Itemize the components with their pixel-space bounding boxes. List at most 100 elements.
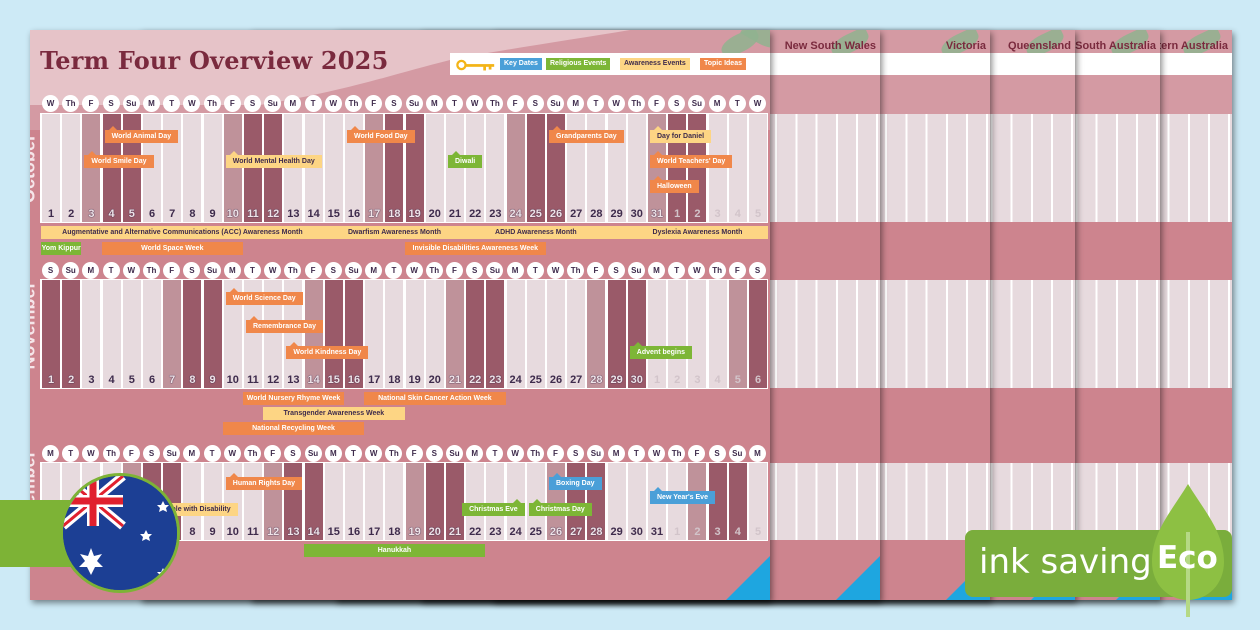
weekday-header: W: [405, 262, 423, 279]
day-cell[interactable]: 3: [708, 114, 727, 222]
day-cell[interactable]: 24: [506, 280, 525, 388]
day-cell[interactable]: 5: [728, 280, 747, 388]
day-cell[interactable]: 3: [82, 114, 101, 222]
day-cell[interactable]: 22: [466, 463, 485, 540]
day-number: 25: [529, 374, 542, 386]
day-cell[interactable]: 21: [446, 280, 464, 388]
day-cell[interactable]: 12: [264, 280, 283, 388]
day-number: 30: [630, 526, 643, 538]
day-cell[interactable]: 12: [264, 114, 283, 222]
day-cell[interactable]: 7: [163, 280, 182, 388]
day-cell[interactable]: 11: [244, 114, 262, 222]
day-cell[interactable]: 5: [122, 280, 141, 388]
day-cell[interactable]: 18: [385, 463, 404, 540]
day-cell[interactable]: 2: [668, 280, 687, 388]
day-cell[interactable]: 9: [203, 280, 222, 388]
day-cell[interactable]: 15: [324, 280, 343, 388]
day-cell[interactable]: 2: [62, 114, 81, 222]
day-cell[interactable]: 27: [567, 280, 586, 388]
day-cell[interactable]: 5: [749, 463, 767, 540]
day-cell[interactable]: 17: [365, 463, 384, 540]
day-cell[interactable]: 8: [183, 463, 202, 540]
day-cell[interactable]: 19: [405, 280, 424, 388]
day-cell[interactable]: 30: [627, 114, 646, 222]
day-cell[interactable]: 20: [425, 114, 444, 222]
weekday-header: S: [425, 445, 443, 462]
day-cell[interactable]: 15: [324, 463, 343, 540]
day-number: 28: [590, 374, 603, 386]
weekday-header: M: [284, 95, 302, 112]
day-cell[interactable]: 23: [486, 463, 505, 540]
day-cell[interactable]: 4: [102, 280, 121, 388]
event-label: Diwali: [448, 151, 483, 168]
day-cell[interactable]: 4: [728, 114, 747, 222]
day-cell[interactable]: 9: [203, 114, 222, 222]
day-cell[interactable]: 24: [506, 114, 525, 222]
day-cell[interactable]: 22: [466, 280, 485, 388]
day-cell[interactable]: 3: [688, 280, 707, 388]
day-cell[interactable]: 22: [466, 114, 485, 222]
day-cell[interactable]: 16: [345, 280, 363, 388]
day-cell[interactable]: 21: [446, 114, 464, 222]
day-cell[interactable]: 27: [567, 463, 586, 540]
day-cell[interactable]: 14: [304, 463, 323, 540]
day-cell[interactable]: 13: [284, 280, 303, 388]
day-cell[interactable]: 4: [708, 280, 727, 388]
day-cell[interactable]: 15: [324, 114, 343, 222]
day-cell[interactable]: 23: [486, 114, 505, 222]
day-cell[interactable]: 26: [547, 280, 565, 388]
day-number: 3: [714, 208, 721, 220]
day-cell[interactable]: 28: [587, 463, 606, 540]
day-cell[interactable]: 14: [304, 280, 323, 388]
day-cell[interactable]: 20: [425, 463, 444, 540]
weekday-header: W: [688, 262, 706, 279]
day-number: 14: [307, 374, 320, 386]
day-cell[interactable]: 9: [203, 463, 222, 540]
day-cell[interactable]: 13: [284, 463, 303, 540]
day-cell[interactable]: 1: [42, 280, 60, 388]
day-cell[interactable]: 6: [749, 280, 767, 388]
event-bar: World Nursery Rhyme Week: [243, 392, 344, 405]
day-cell[interactable]: 13: [284, 114, 303, 222]
day-number: 26: [549, 526, 563, 538]
weekday-header: W: [506, 445, 524, 462]
day-number: 11: [247, 526, 259, 538]
day-cell[interactable]: 10: [223, 280, 242, 388]
day-cell[interactable]: 21: [446, 463, 464, 540]
day-cell[interactable]: 3: [708, 463, 727, 540]
awareness-month-label: Augmentative and Alternative Communicati…: [62, 229, 303, 236]
day-number: 29: [610, 374, 623, 386]
weekday-header: Su: [547, 95, 564, 112]
day-cell[interactable]: 3: [82, 280, 101, 388]
day-cell[interactable]: 8: [183, 280, 202, 388]
day-cell[interactable]: 30: [627, 280, 646, 388]
day-cell[interactable]: 18: [385, 280, 404, 388]
day-cell[interactable]: 20: [425, 280, 444, 388]
day-cell[interactable]: 28: [587, 280, 606, 388]
day-number: 22: [469, 208, 482, 220]
day-cell[interactable]: 12: [264, 463, 283, 540]
day-cell[interactable]: 8: [183, 114, 202, 222]
day-cell[interactable]: 4: [728, 463, 747, 540]
day-cell[interactable]: 5: [749, 114, 767, 222]
day-cell[interactable]: 1: [42, 114, 60, 222]
day-cell[interactable]: 29: [607, 463, 626, 540]
day-cell[interactable]: 1: [648, 280, 666, 388]
day-cell[interactable]: 6: [143, 280, 161, 388]
day-cell[interactable]: 25: [526, 280, 545, 388]
day-cell[interactable]: 16: [345, 463, 363, 540]
day-number: 5: [128, 208, 135, 220]
day-cell[interactable]: 19: [405, 463, 424, 540]
day-cell[interactable]: 11: [244, 280, 262, 388]
day-cell[interactable]: 17: [365, 280, 384, 388]
day-cell[interactable]: 25: [526, 114, 545, 222]
day-number: 1: [674, 526, 681, 538]
day-cell[interactable]: 11: [244, 463, 262, 540]
weekday-header: M: [324, 445, 342, 462]
day-cell[interactable]: 2: [62, 280, 81, 388]
day-cell[interactable]: 14: [304, 114, 323, 222]
day-cell[interactable]: 10: [223, 114, 242, 222]
day-cell[interactable]: 29: [607, 280, 626, 388]
day-cell[interactable]: 23: [486, 280, 505, 388]
day-cell[interactable]: 30: [627, 463, 646, 540]
